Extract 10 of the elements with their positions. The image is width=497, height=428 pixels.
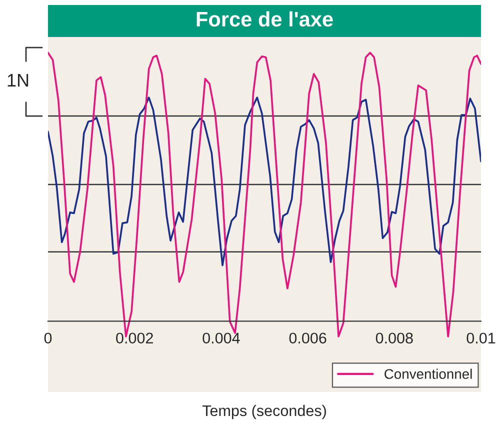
text: 1N — [8, 74, 28, 86]
x-tick-label: 0 — [44, 332, 52, 344]
x-tick-label: 0.01 — [466, 332, 496, 344]
x-tick-label: 0.002 — [116, 332, 153, 344]
legend-label: Conventionnel — [384, 368, 472, 379]
x-tick-label: 0.006 — [289, 332, 326, 344]
x-axis-title: Temps (secondes) — [202, 404, 326, 420]
chart-title: Force de l'axe — [196, 11, 333, 27]
x-tick-label: 0.008 — [376, 332, 413, 344]
x-tick-label: 0.004 — [202, 332, 240, 344]
